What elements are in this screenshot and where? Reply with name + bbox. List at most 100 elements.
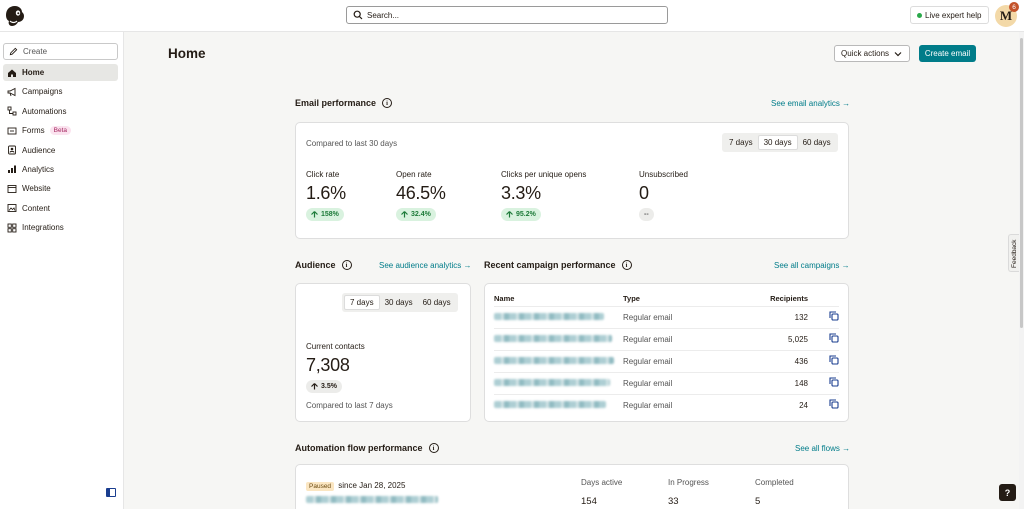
- info-icon[interactable]: i: [428, 443, 439, 453]
- campaigns-table: Name Type Recipients Regular email 132 R…: [494, 292, 839, 416]
- campaign-name-redacted[interactable]: [494, 334, 612, 342]
- forms-icon: [7, 127, 17, 135]
- sidebar-item-audience[interactable]: Audience: [3, 142, 118, 159]
- info-icon[interactable]: i: [621, 260, 632, 270]
- table-row[interactable]: Regular email 132: [494, 305, 839, 328]
- audience-title: Audience i: [295, 260, 352, 270]
- search-bar[interactable]: [346, 6, 668, 24]
- duplicate-icon[interactable]: [829, 399, 839, 409]
- see-email-analytics-link[interactable]: See email analytics →: [771, 99, 851, 108]
- quick-actions-label: Quick actions: [841, 49, 890, 58]
- content-icon: [7, 204, 17, 213]
- campaign-name-redacted[interactable]: [494, 356, 614, 364]
- range-60-days[interactable]: 60 days: [422, 298, 451, 307]
- sidebar-item-integrations[interactable]: Integrations: [3, 219, 118, 236]
- sidebar-item-content[interactable]: Content: [3, 200, 118, 217]
- notification-badge: 6: [1009, 2, 1019, 12]
- info-icon[interactable]: i: [382, 98, 393, 108]
- live-expert-help-button[interactable]: Live expert help: [910, 6, 990, 24]
- sidebar-item-label: Website: [22, 184, 51, 194]
- range-7-days[interactable]: 7 days: [344, 295, 380, 310]
- home-icon: [8, 69, 16, 77]
- email-performance-heading: Email performance: [295, 98, 377, 108]
- metric-click-rate: Click rate 1.6% 158%: [306, 170, 346, 221]
- metric-value: 1.6%: [306, 183, 346, 203]
- integrations-icon: [7, 223, 17, 233]
- days-active-value: 154: [581, 496, 597, 507]
- sidebar-item-automations[interactable]: Automations: [3, 103, 118, 120]
- range-7-days[interactable]: 7 days: [729, 138, 753, 147]
- metric-label: Clicks per unique opens: [501, 170, 587, 179]
- table-row[interactable]: Regular email 436: [494, 349, 839, 372]
- campaign-type: Regular email: [623, 349, 723, 372]
- audience-icon: [8, 145, 16, 155]
- website-icon: [7, 184, 17, 193]
- help-button[interactable]: ?: [999, 484, 1016, 501]
- metric-value: 46.5%: [396, 183, 446, 203]
- info-icon[interactable]: i: [341, 260, 352, 270]
- duplicate-icon[interactable]: [829, 333, 839, 343]
- online-status-icon: [917, 12, 922, 18]
- table-row[interactable]: Regular email 5,025: [494, 327, 839, 350]
- metric-label: Open rate: [396, 170, 432, 179]
- column-header-recipients: Recipients: [770, 294, 808, 304]
- mailchimp-logo-icon[interactable]: [4, 4, 26, 28]
- change-value: 95.2%: [516, 211, 536, 218]
- change-badge: 3.5%: [306, 380, 342, 393]
- create-button[interactable]: Create: [3, 43, 118, 60]
- sidebar-item-forms[interactable]: Forms Beta: [3, 122, 118, 139]
- campaign-type: Regular email: [623, 327, 723, 350]
- sidebar-item-analytics[interactable]: Analytics: [3, 161, 118, 178]
- change-value: --: [644, 211, 649, 218]
- change-badge: --: [639, 208, 654, 221]
- campaign-type: Regular email: [623, 393, 723, 416]
- campaign-name-redacted[interactable]: [494, 400, 606, 408]
- sidebar-item-home[interactable]: Home: [3, 64, 118, 81]
- email-performance-card: Compared to last 30 days 7 days 30 days …: [295, 122, 849, 239]
- flow-name-redacted[interactable]: [306, 496, 438, 503]
- analytics-icon: [8, 165, 16, 174]
- recent-campaigns-title: Recent campaign performance i: [484, 260, 632, 270]
- duplicate-icon[interactable]: [829, 355, 839, 365]
- metric-label: Click rate: [306, 170, 340, 179]
- sidebar-item-label: Content: [22, 203, 51, 213]
- automation-flow-card: Paused since Jan 28, 2025 Days active 15…: [295, 464, 849, 509]
- column-header-type: Type: [623, 294, 640, 304]
- automation-flow-title: Automation flow performance i: [295, 443, 439, 453]
- range-60-days[interactable]: 60 days: [802, 138, 831, 147]
- change-badge: 32.4%: [396, 208, 436, 221]
- pencil-icon: [9, 47, 18, 56]
- sidebar-item-website[interactable]: Website: [3, 180, 118, 197]
- quick-actions-dropdown[interactable]: Quick actions: [834, 45, 910, 62]
- campaign-recipients: 148: [723, 371, 808, 394]
- see-audience-analytics-link[interactable]: See audience analytics →: [379, 261, 472, 270]
- flow-status: Paused since Jan 28, 2025: [306, 481, 405, 491]
- metric-label: Current contacts: [306, 342, 365, 351]
- metric-open-rate: Open rate 46.5% 32.4%: [396, 170, 446, 221]
- campaign-name-redacted[interactable]: [494, 378, 610, 386]
- collapse-sidebar-icon[interactable]: [106, 488, 116, 497]
- duplicate-icon[interactable]: [829, 377, 839, 387]
- page-title: Home: [168, 46, 206, 61]
- sidebar-item-campaigns[interactable]: Campaigns: [3, 83, 118, 100]
- change-value: 3.5%: [321, 383, 337, 390]
- search-input[interactable]: [367, 10, 647, 20]
- range-30-days[interactable]: 30 days: [384, 298, 413, 307]
- metric-unsubscribed: Unsubscribed 0 --: [639, 170, 688, 221]
- arrow-up-icon: [311, 383, 318, 390]
- see-all-flows-link[interactable]: See all flows →: [795, 444, 851, 453]
- metric-value: 3.3%: [501, 183, 541, 203]
- campaign-name-redacted[interactable]: [494, 312, 604, 320]
- column-header-name: Name: [494, 294, 515, 304]
- scrollbar-thumb[interactable]: [1020, 38, 1023, 328]
- create-email-button[interactable]: Create email: [919, 45, 976, 62]
- change-badge: 95.2%: [501, 208, 541, 221]
- audience-heading: Audience: [295, 260, 336, 270]
- since-label: since Jan 28, 2025: [338, 481, 406, 490]
- range-30-days[interactable]: 30 days: [757, 135, 798, 150]
- duplicate-icon[interactable]: [829, 311, 839, 321]
- table-row[interactable]: Regular email 148: [494, 371, 839, 394]
- see-all-campaigns-link[interactable]: See all campaigns →: [774, 261, 850, 270]
- change-value: 158%: [321, 211, 339, 218]
- table-row[interactable]: Regular email 24: [494, 393, 839, 416]
